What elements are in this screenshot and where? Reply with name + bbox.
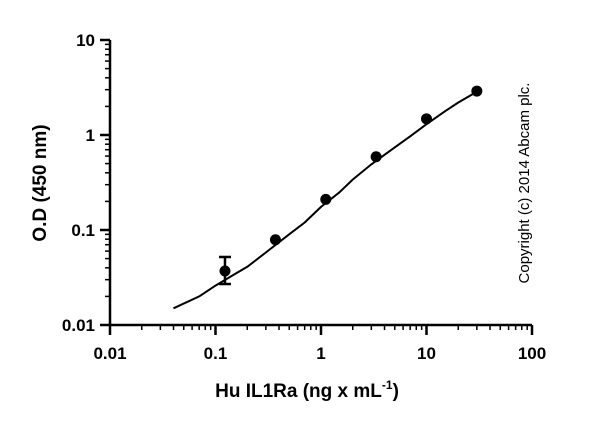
y-tick-label: 0.01 (62, 316, 95, 335)
copyright-annotation: Copyright (c) 2014 Abcam plc. (516, 83, 533, 284)
y-tick-label: 1 (86, 126, 95, 145)
data-point (421, 113, 432, 125)
data-point (219, 265, 231, 277)
tick-layer: 0.01 0.1 1 10 100 0.01 0.1 1 10 (62, 31, 546, 363)
x-tick-label: 1 (316, 344, 325, 363)
x-tick-label: 0.01 (93, 344, 126, 363)
data-point (370, 151, 382, 163)
x-tick-label: 0.1 (204, 344, 228, 363)
y-tick-label: 0.1 (71, 221, 95, 240)
x-axis-title: Hu IL1Ra (ng x mL-1) (215, 378, 399, 402)
y-tick-label: 10 (76, 31, 95, 50)
x-tick-label: 10 (417, 344, 436, 363)
data-point (269, 234, 281, 246)
x-tick-label: 100 (518, 344, 546, 363)
axis-layer (108, 40, 532, 327)
plot-layer (173, 85, 483, 310)
y-axis-title: O.D (450 nm) (30, 124, 51, 241)
data-point (320, 193, 332, 205)
data-point (471, 85, 483, 97)
